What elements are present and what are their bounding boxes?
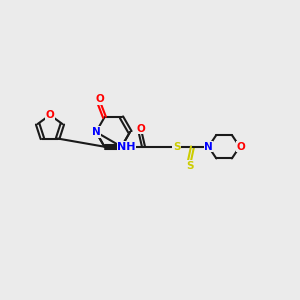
Text: N: N	[117, 142, 126, 152]
Text: N: N	[92, 127, 100, 137]
Text: O: O	[46, 110, 54, 120]
Text: N: N	[204, 142, 213, 152]
Text: NH: NH	[117, 142, 136, 152]
Text: S: S	[186, 161, 193, 171]
Text: O: O	[136, 124, 145, 134]
Text: S: S	[173, 142, 180, 152]
Text: O: O	[236, 142, 245, 152]
Text: O: O	[95, 94, 104, 104]
